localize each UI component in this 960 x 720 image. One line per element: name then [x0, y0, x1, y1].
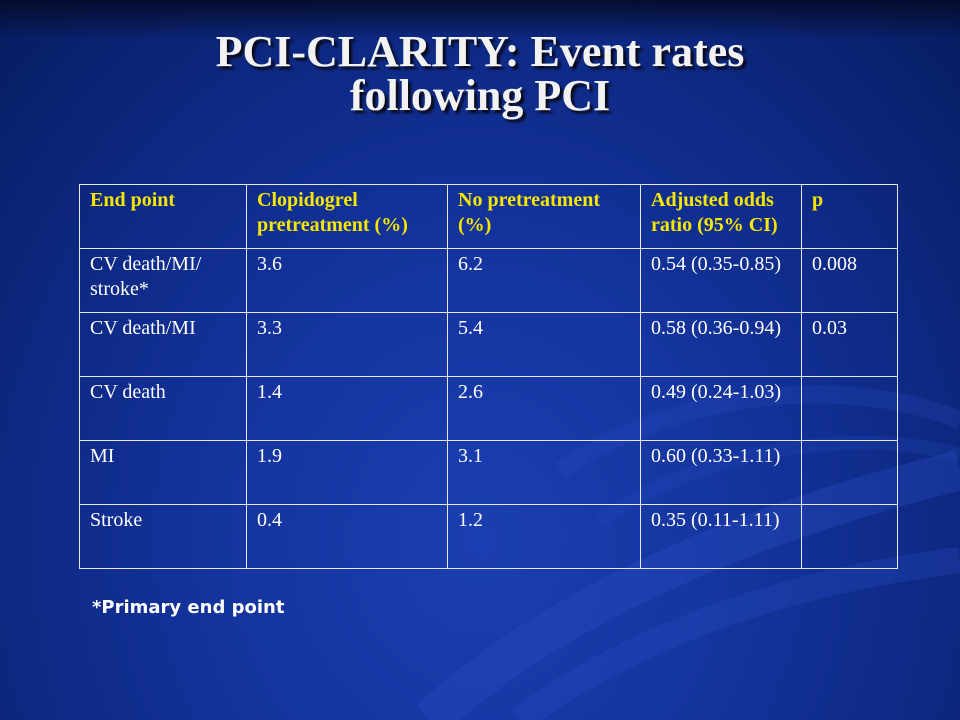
cell-clopidogrel: 1.4	[246, 376, 448, 441]
cell-no-pretreatment: 5.4	[447, 312, 641, 377]
header-end-point: End point	[79, 184, 247, 249]
header-p: p	[801, 184, 898, 249]
cell-end-point: CV death	[79, 376, 247, 441]
cell-p	[801, 376, 898, 441]
cell-clopidogrel: 0.4	[246, 504, 448, 569]
top-shade	[0, 0, 960, 40]
cell-clopidogrel: 3.3	[246, 312, 448, 377]
cell-no-pretreatment: 2.6	[447, 376, 641, 441]
cell-p: 0.03	[801, 312, 898, 377]
cell-odds-ratio: 0.54 (0.35-0.85)	[640, 248, 802, 313]
cell-clopidogrel: 1.9	[246, 440, 448, 505]
cell-no-pretreatment: 1.2	[447, 504, 641, 569]
cell-no-pretreatment: 6.2	[447, 248, 641, 313]
table-row: MI 1.9 3.1 0.60 (0.33-1.11)	[79, 440, 898, 505]
table-row: CV death/MI 3.3 5.4 0.58 (0.36-0.94) 0.0…	[79, 312, 898, 377]
cell-p	[801, 440, 898, 505]
cell-end-point: MI	[79, 440, 247, 505]
title-line-1: PCI-CLARITY: Event rates	[215, 27, 745, 76]
header-odds-ratio: Adjusted odds ratio (95% CI)	[640, 184, 802, 249]
cell-odds-ratio: 0.58 (0.36-0.94)	[640, 312, 802, 377]
table-row: CV death 1.4 2.6 0.49 (0.24-1.03)	[79, 376, 898, 441]
cell-end-point: CV death/MI/ stroke*	[79, 248, 247, 313]
cell-end-point: Stroke	[79, 504, 247, 569]
cell-odds-ratio: 0.60 (0.33-1.11)	[640, 440, 802, 505]
table-header-row: End point Clopidogrel pretreatment (%) N…	[79, 184, 898, 249]
cell-p	[801, 504, 898, 569]
header-no-pretreatment: No pretreatment (%)	[447, 184, 641, 249]
table-row: Stroke 0.4 1.2 0.35 (0.11-1.11)	[79, 504, 898, 569]
header-clopidogrel: Clopidogrel pretreatment (%)	[246, 184, 448, 249]
cell-no-pretreatment: 3.1	[447, 440, 641, 505]
slide-title: PCI-CLARITY: Event rates following PCI	[0, 30, 960, 118]
event-rates-table: End point Clopidogrel pretreatment (%) N…	[79, 184, 898, 569]
cell-p: 0.008	[801, 248, 898, 313]
cell-odds-ratio: 0.35 (0.11-1.11)	[640, 504, 802, 569]
cell-odds-ratio: 0.49 (0.24-1.03)	[640, 376, 802, 441]
cell-clopidogrel: 3.6	[246, 248, 448, 313]
cell-end-point: CV death/MI	[79, 312, 247, 377]
title-line-2: following PCI	[349, 71, 611, 120]
footnote: *Primary end point	[92, 597, 285, 618]
table-row: CV death/MI/ stroke* 3.6 6.2 0.54 (0.35-…	[79, 248, 898, 313]
